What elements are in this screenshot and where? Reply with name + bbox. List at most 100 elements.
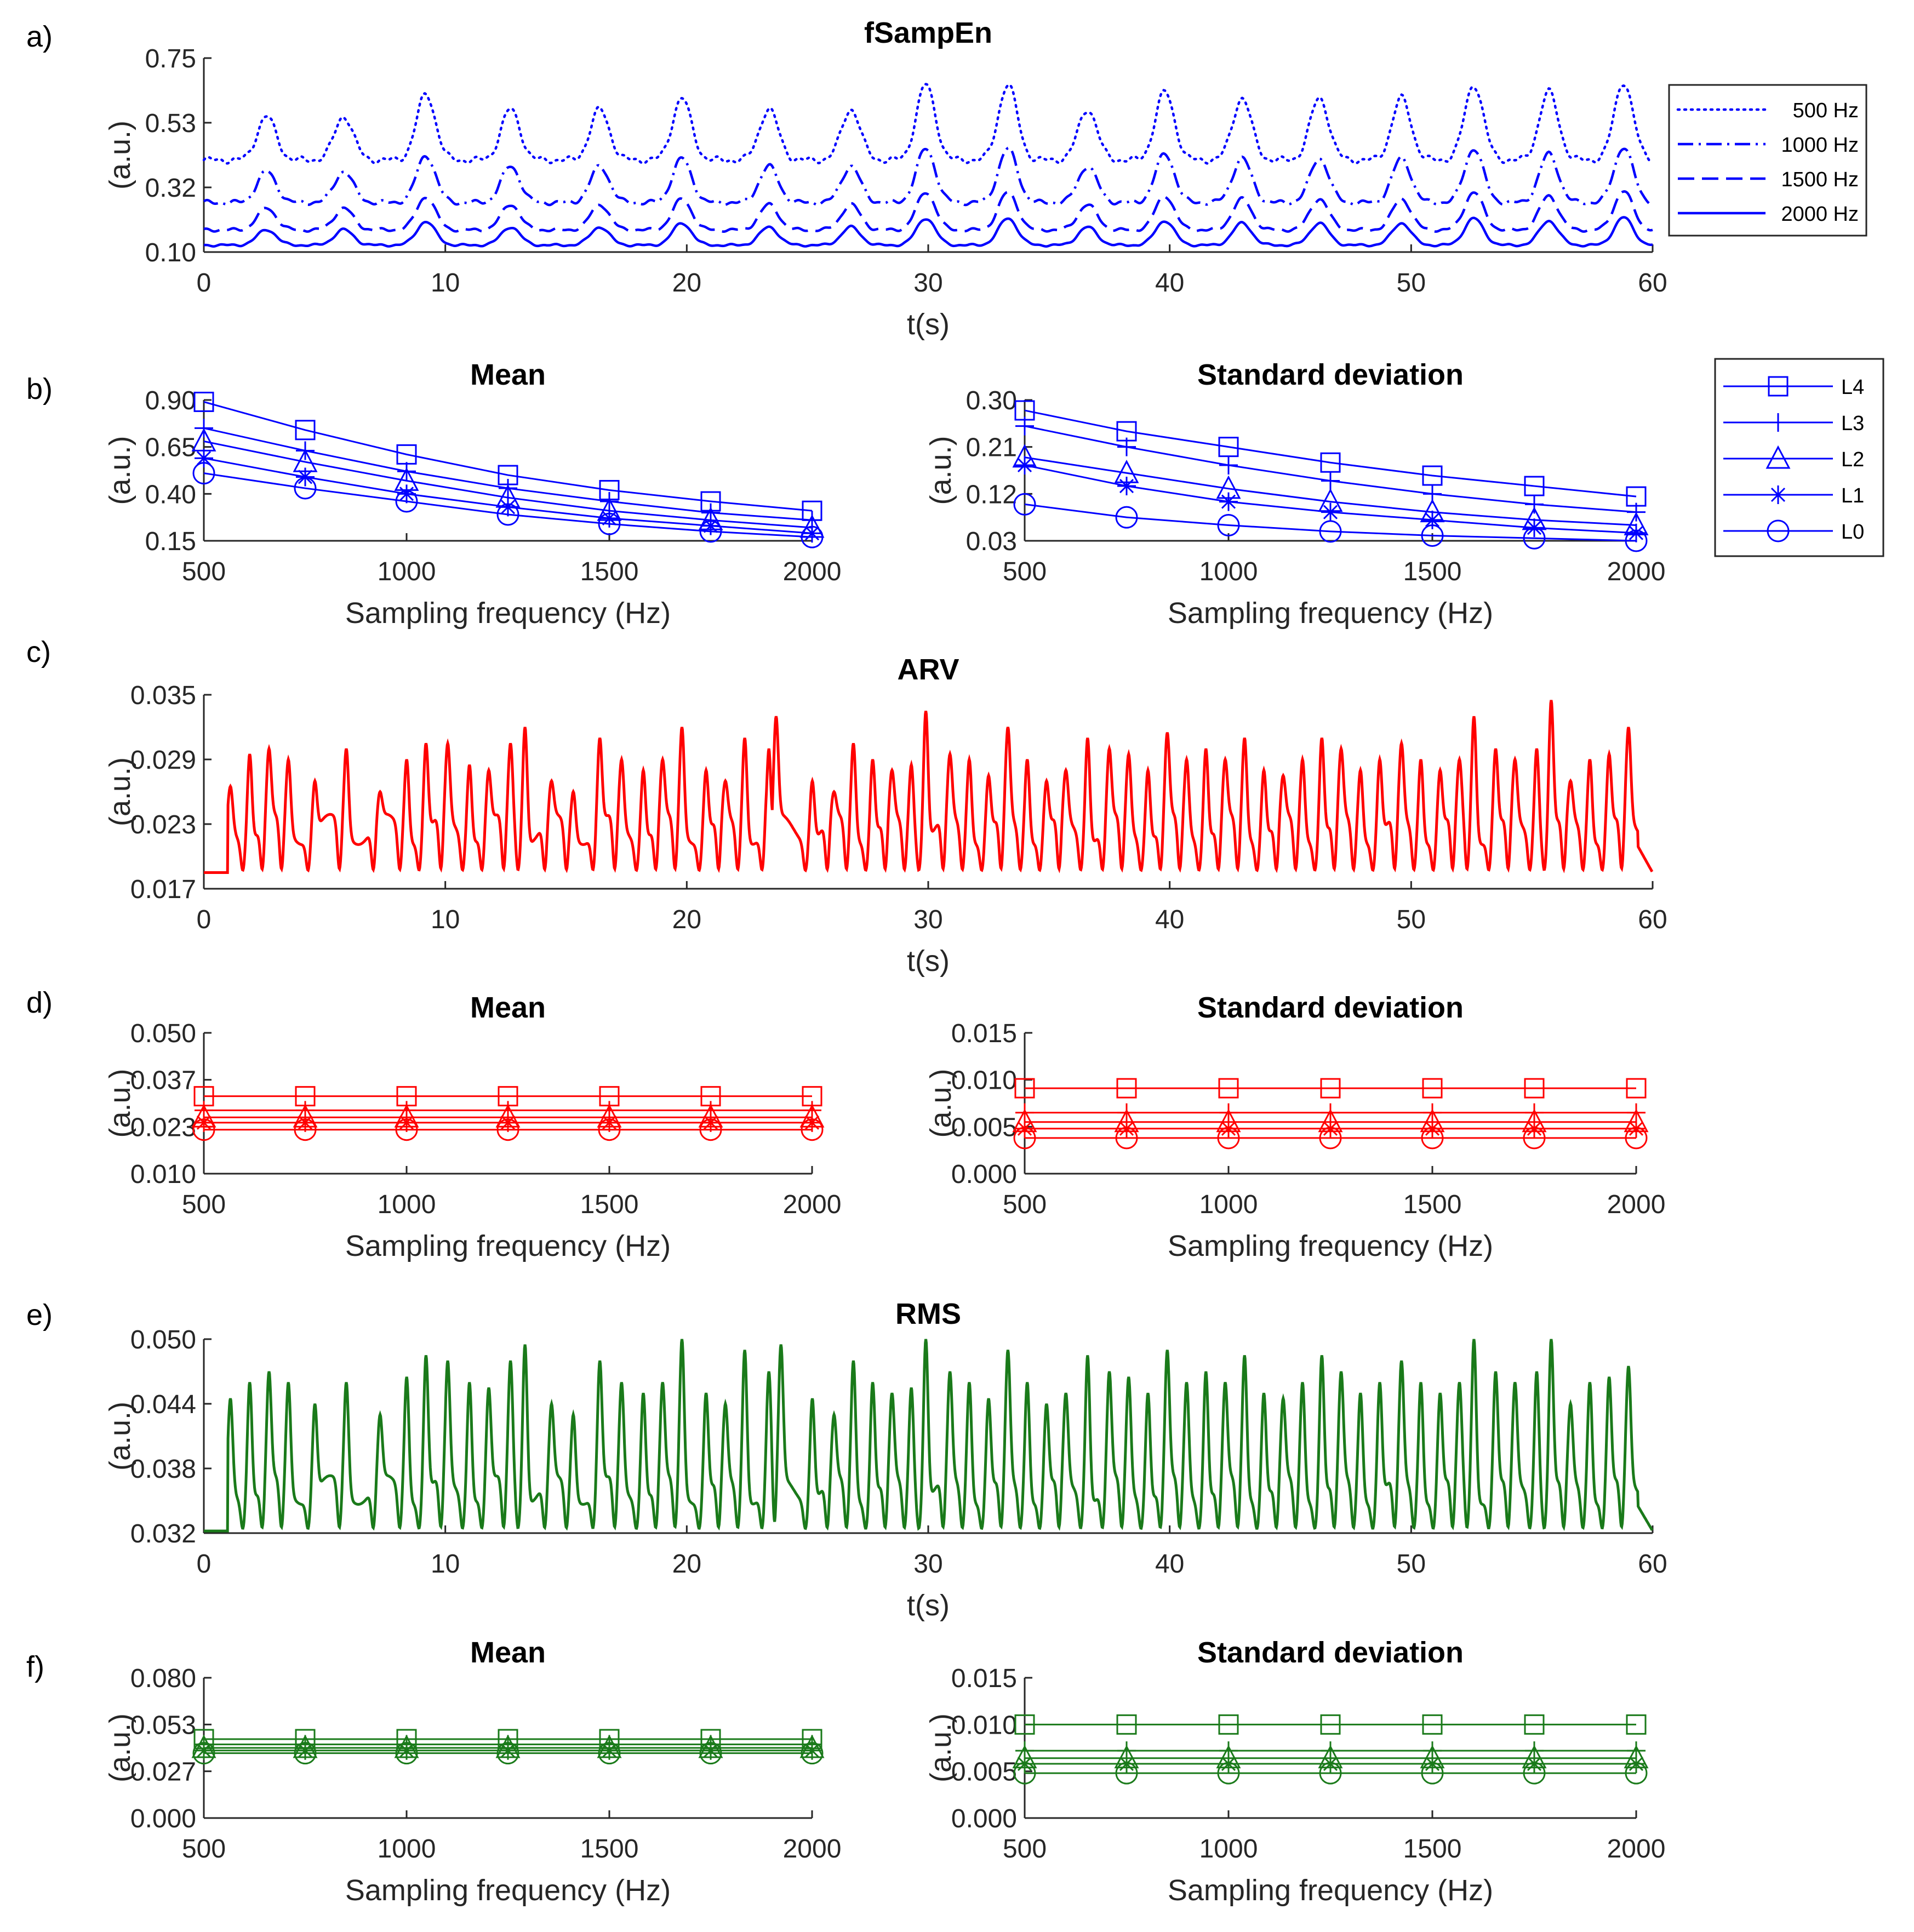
x-tick-label: 500 xyxy=(182,1190,226,1219)
marker-circle xyxy=(1319,1762,1342,1785)
marker-asterisk xyxy=(1627,1119,1646,1138)
x-tick-label: 50 xyxy=(1397,905,1426,934)
legend-label: L2 xyxy=(1841,448,1864,471)
x-tick-label: 1000 xyxy=(378,1834,436,1864)
marker-asterisk xyxy=(701,1741,720,1760)
x-tick-label: 2000 xyxy=(783,1834,842,1864)
legend-label: L4 xyxy=(1841,376,1864,399)
x-tick-label: 1500 xyxy=(580,557,639,586)
chart-title: Standard deviation xyxy=(1197,358,1464,391)
x-tick-label: 40 xyxy=(1155,268,1184,298)
marker-asterisk xyxy=(1117,1119,1136,1138)
marker-circle xyxy=(395,1742,418,1765)
marker-circle xyxy=(1421,1762,1444,1785)
y-tick-label: 0.010 xyxy=(951,1711,1017,1740)
marker-plus xyxy=(1117,437,1136,456)
marker-circle xyxy=(294,1742,317,1765)
legend-fsampen: 500 Hz 1000 Hz 1500 Hz 2000 Hz xyxy=(1668,84,1867,237)
y-tick-label: 0.03 xyxy=(966,527,1017,556)
marker-square xyxy=(1014,1078,1035,1099)
chart-a: fSampEnfSampEn0 10 20 30 40 50 600.100.320.530… xyxy=(104,16,1667,341)
y-tick-label: 0.027 xyxy=(130,1758,196,1787)
marker-asterisk xyxy=(600,1741,619,1760)
marker-asterisk xyxy=(296,1741,315,1760)
marker-asterisk xyxy=(1219,1754,1238,1774)
y-tick-label: 0.21 xyxy=(966,433,1017,462)
series-line-c xyxy=(204,700,1654,874)
y-tick-label: 0.40 xyxy=(145,480,196,509)
marker-asterisk xyxy=(1219,492,1238,511)
x-tick-label: 1000 xyxy=(378,1190,436,1219)
marker-circle xyxy=(192,1742,215,1765)
x-axis-label: t(s) xyxy=(907,945,950,978)
y-tick-label: 0.038 xyxy=(130,1455,196,1484)
y-tick-label: 0.30 xyxy=(966,386,1017,415)
marker-asterisk xyxy=(1423,1754,1442,1774)
marker-circle xyxy=(699,1118,722,1141)
x-tick-label: 2000 xyxy=(783,1190,842,1219)
legend-label: L3 xyxy=(1841,412,1864,435)
legend-box xyxy=(1668,84,1867,237)
legend-label: L0 xyxy=(1841,521,1864,544)
x-axis-label: t(s) xyxy=(907,308,950,341)
chart-title: ARV xyxy=(897,653,959,686)
marker-circle xyxy=(1421,524,1444,547)
marker-square xyxy=(1524,1078,1545,1099)
x-tick-label: 50 xyxy=(1397,268,1426,298)
panel-label-a: a) xyxy=(26,20,53,53)
legend-box xyxy=(1714,358,1884,557)
x-tick-label: 2000 xyxy=(1607,1834,1666,1864)
x-axis-label: Sampling frequency (Hz) xyxy=(345,1874,671,1907)
series-L4 xyxy=(1014,1078,1647,1099)
marker-triangle xyxy=(1766,445,1791,469)
marker-asterisk xyxy=(1015,1754,1034,1774)
marker-asterisk xyxy=(1321,502,1340,522)
series-line-e xyxy=(204,1339,1654,1533)
chart-title: fSampEn xyxy=(864,16,992,49)
chart-title: Mean xyxy=(470,991,546,1024)
marker-circle xyxy=(1217,1762,1240,1785)
x-tick-label: 10 xyxy=(431,268,460,298)
marker-circle xyxy=(1421,1127,1444,1150)
marker-circle xyxy=(294,1118,317,1141)
series-line-L0 xyxy=(203,472,813,538)
x-axis-label: Sampling frequency (Hz) xyxy=(345,1230,671,1262)
x-tick-label: 1000 xyxy=(378,557,436,586)
x-tick-label: 1000 xyxy=(1199,1190,1258,1219)
marker-circle xyxy=(1013,1762,1036,1785)
series-L0 xyxy=(192,1742,824,1765)
y-tick-label: 0.015 xyxy=(951,1019,1017,1048)
x-tick-label: 60 xyxy=(1638,905,1667,934)
y-tick-label: 0.050 xyxy=(130,1019,196,1048)
chart-d_mean: MeanMean500 1000 1500 20000.0100.0230.0370.… xyxy=(104,991,841,1262)
marker-circle xyxy=(395,1118,418,1141)
x-axis-label: Sampling frequency (Hz) xyxy=(1168,1874,1493,1907)
y-tick-label: 0.044 xyxy=(130,1390,196,1419)
x-tick-label: 1500 xyxy=(1403,557,1462,586)
marker-circle xyxy=(1625,1762,1648,1785)
series-L0 xyxy=(1013,1127,1648,1150)
chart-title: Mean xyxy=(470,1636,546,1669)
marker-circle xyxy=(192,462,215,485)
marker-square xyxy=(1524,1714,1545,1735)
marker-square xyxy=(1218,1078,1239,1099)
x-tick-label: 20 xyxy=(672,905,701,934)
x-tick-label: 40 xyxy=(1155,905,1184,934)
marker-square xyxy=(1116,1078,1137,1099)
marker-circle xyxy=(192,1118,215,1141)
x-tick-label: 1500 xyxy=(580,1834,639,1864)
series-L1 xyxy=(195,449,821,543)
marker-asterisk xyxy=(397,484,416,504)
marker-asterisk xyxy=(803,1741,821,1760)
y-tick-label: 0.017 xyxy=(130,875,196,904)
series-line-L3 xyxy=(1024,425,1637,513)
marker-asterisk xyxy=(1525,1754,1544,1774)
x-tick-label: 30 xyxy=(913,1550,942,1579)
y-tick-label: 0.32 xyxy=(145,174,196,203)
marker-plus xyxy=(1321,1103,1340,1122)
marker-circle xyxy=(1319,520,1342,543)
x-tick-label: 500 xyxy=(1003,1190,1047,1219)
marker-plus xyxy=(1015,1103,1034,1122)
